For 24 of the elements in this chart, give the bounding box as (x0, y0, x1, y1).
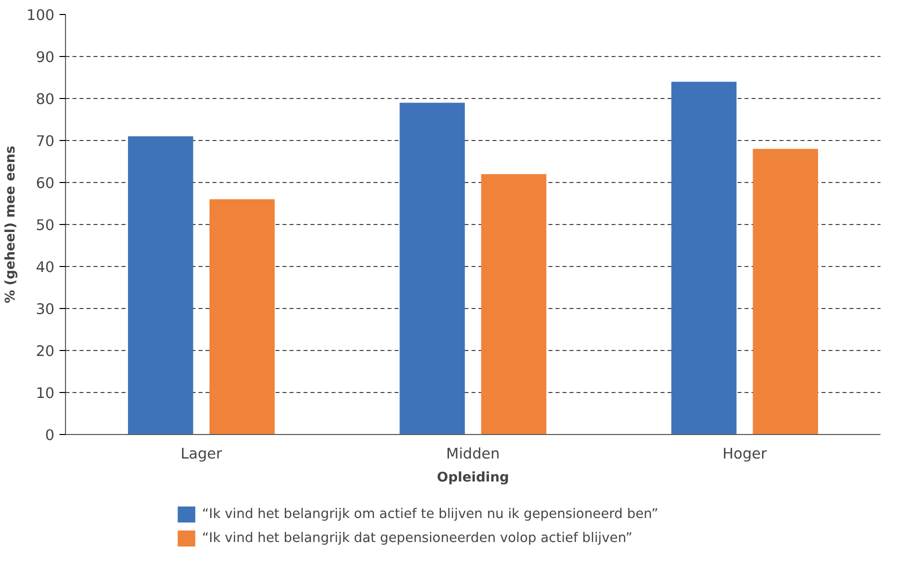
x-tick-label: Lager (180, 446, 224, 462)
y-tick-label: 70 (36, 133, 55, 150)
bar (128, 136, 194, 434)
x-axis-title: Opleiding (436, 470, 510, 486)
x-tick-label: Midden (446, 446, 500, 462)
bar (752, 148, 818, 434)
y-tick-label: 10 (36, 385, 55, 402)
y-tick-label: 30 (36, 301, 55, 318)
y-tick-label: 90 (36, 49, 55, 66)
y-tick-label: 100 (26, 7, 55, 24)
y-tick-label: 60 (36, 175, 55, 192)
y-tick-label: 40 (36, 259, 55, 276)
bar (209, 199, 275, 434)
legend-label: “Ik vind het belangrijk dat gepensioneerden volop actief blijven” (202, 530, 632, 548)
y-tick-label: 0 (45, 427, 55, 444)
bar (481, 174, 546, 434)
y-axis-title: % (geheel) mee eens (4, 146, 19, 304)
bar (400, 102, 465, 434)
legend-label: “Ik vind het belangrijk om actief te blijven nu ik gepensioneerd ben” (202, 506, 658, 524)
y-tick-label: 50 (36, 217, 55, 234)
bar (671, 82, 737, 434)
y-tick-label: 20 (36, 343, 55, 360)
x-tick-label: Hoger (722, 446, 768, 462)
y-tick-label: 80 (36, 91, 55, 108)
